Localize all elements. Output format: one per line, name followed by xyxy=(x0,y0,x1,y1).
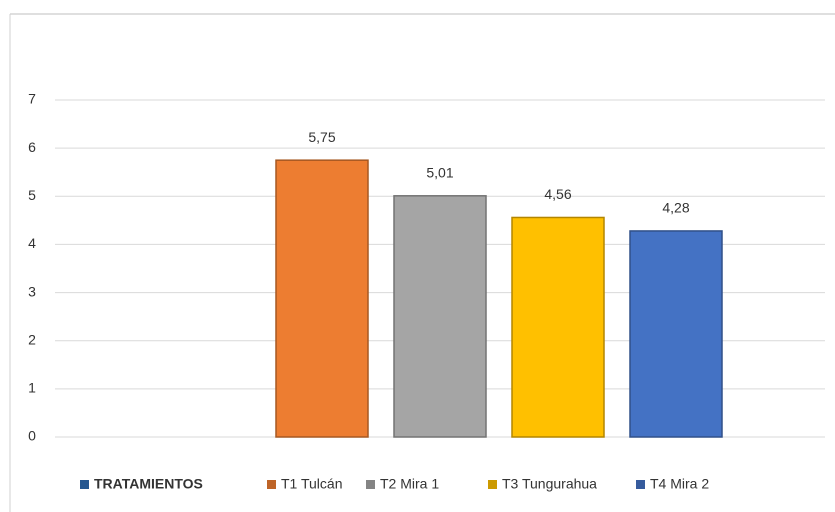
legend-swatch xyxy=(636,480,645,489)
bar xyxy=(629,230,723,438)
legend-label: T1 Tulcán xyxy=(281,476,342,492)
legend-label: T4 Mira 2 xyxy=(650,476,709,492)
data-label: 5,75 xyxy=(308,129,335,145)
legend-swatch xyxy=(488,480,497,489)
y-tick-label: 5 xyxy=(28,187,36,203)
bar xyxy=(393,195,487,438)
legend-label: TRATAMIENTOS xyxy=(94,476,203,492)
bar xyxy=(275,159,369,438)
legend-label: T3 Tungurahua xyxy=(502,476,597,492)
y-tick-label: 7 xyxy=(28,91,36,107)
y-tick-label: 0 xyxy=(28,428,36,444)
legend-swatch xyxy=(366,480,375,489)
data-label: 4,56 xyxy=(544,186,571,202)
data-label: 4,28 xyxy=(662,200,689,216)
y-tick-label: 6 xyxy=(28,139,36,155)
legend-label: T2 Mira 1 xyxy=(380,476,439,492)
data-label: 5,01 xyxy=(426,165,453,181)
legend-swatch xyxy=(267,480,276,489)
bar xyxy=(511,216,605,438)
y-tick-label: 2 xyxy=(28,331,36,347)
y-tick-label: 4 xyxy=(28,235,36,251)
y-tick-label: 3 xyxy=(28,283,36,299)
y-tick-label: 1 xyxy=(28,380,36,396)
legend-swatch xyxy=(80,480,89,489)
